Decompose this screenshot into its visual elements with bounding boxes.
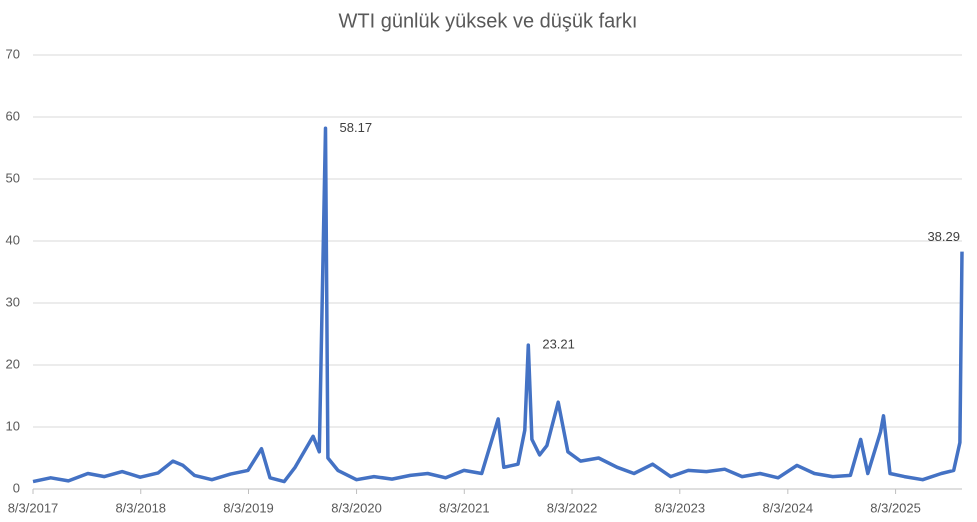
x-tick-label: 8/3/2023 — [654, 500, 705, 515]
x-tick-label: 8/3/2019 — [223, 500, 274, 515]
chart-title: WTI günlük yüksek ve düşük farkı — [338, 10, 637, 32]
x-tick-label: 8/3/2022 — [547, 500, 598, 515]
x-tick-label: 8/3/2021 — [439, 500, 490, 515]
x-tick-label: 8/3/2024 — [763, 500, 814, 515]
y-tick-label: 40 — [6, 232, 20, 247]
data-label: 23.21 — [542, 337, 575, 352]
data-label: 38.29 — [927, 229, 960, 244]
y-tick-label: 60 — [6, 108, 20, 123]
x-tick-label: 8/3/2017 — [8, 500, 59, 515]
x-tick-label: 8/3/2018 — [115, 500, 166, 515]
x-tick-label: 8/3/2025 — [870, 500, 921, 515]
y-tick-label: 30 — [6, 294, 20, 309]
line — [32, 126, 964, 484]
y-tick-label: 20 — [6, 356, 20, 371]
y-tick-label: 10 — [6, 418, 20, 433]
x-tick-label: 8/3/2020 — [331, 500, 382, 515]
y-tick-label: 50 — [6, 170, 20, 185]
y-tick-label: 70 — [6, 46, 20, 61]
data-label: 58.17 — [340, 120, 373, 135]
y-tick-label: 0 — [13, 480, 20, 495]
